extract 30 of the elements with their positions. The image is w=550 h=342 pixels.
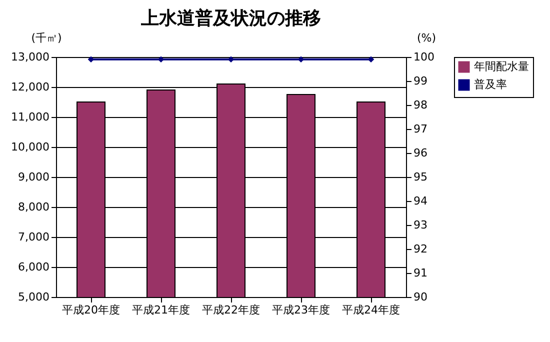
y2-tick-label: 100: [414, 50, 434, 64]
y-tick-label: 8,000: [18, 200, 50, 214]
y2-tick-label: 95: [414, 170, 428, 184]
x-tick-label: 平成21年度: [132, 304, 190, 316]
y2-tick-label: 99: [414, 74, 428, 88]
y-tick-label: 11,000: [11, 110, 50, 124]
y2-tick-label: 93: [414, 218, 428, 232]
y2-tick-label: 90: [414, 290, 428, 304]
y-tick-label: 7,000: [18, 230, 50, 244]
y2-tick-label: 94: [414, 194, 428, 208]
y-tick-label: 12,000: [11, 80, 50, 94]
y2-axis-title: (%): [416, 32, 436, 44]
y-tick-label: 6,000: [18, 260, 50, 274]
y2-tick-label: 91: [414, 266, 428, 280]
x-tick-label: 平成20年度: [62, 304, 120, 316]
y-axis-title: (千㎥): [31, 32, 62, 44]
y-tick-label: 9,000: [18, 170, 50, 184]
y2-tick-label: 92: [414, 242, 428, 256]
chart-title: 上水道普及状況の推移: [140, 8, 321, 29]
y2-tick-label: 96: [414, 146, 428, 160]
y-tick-label: 10,000: [11, 140, 50, 154]
x-tick-label: 平成24年度: [342, 304, 400, 316]
legend-label: 年間配水量: [474, 60, 529, 73]
x-tick-label: 平成23年度: [272, 304, 330, 316]
y2-tick-label: 98: [414, 98, 428, 112]
y2-tick-label: 97: [414, 122, 428, 136]
y-tick-label: 5,000: [18, 290, 50, 304]
y-tick-label: 13,000: [11, 50, 50, 64]
legend-label: 普及率: [474, 78, 507, 91]
x-tick-label: 平成22年度: [202, 304, 260, 316]
